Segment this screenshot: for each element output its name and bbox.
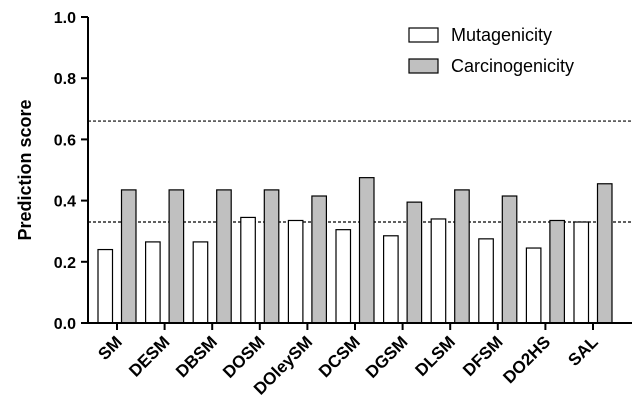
legend-swatch <box>408 58 439 74</box>
mutagenicity-bar-dbsm <box>192 241 209 324</box>
x-tick-label: DBSM <box>172 332 221 381</box>
mutagenicity-bar-dosm <box>240 216 256 324</box>
mutagenicity-bar-dfsm <box>478 238 494 324</box>
mutagenicity-bar-doleysm <box>287 219 304 324</box>
x-tick-label: SAL <box>564 332 601 369</box>
mutagenicity-bar-dcsm <box>335 229 352 324</box>
legend-label: Mutagenicity <box>451 25 552 45</box>
legend-swatch <box>408 27 439 43</box>
carcinogenicity-bar-sm <box>120 189 137 324</box>
x-tick-label: DLSM <box>412 332 459 379</box>
y-axis-ticks: 0.0 0.2 0.4 0.6 0.8 1.0 <box>54 10 88 333</box>
y-tick-label: 0.6 <box>54 132 76 149</box>
y-tick-label: 0.4 <box>54 194 76 211</box>
mutagenicity-bar-dgsm <box>383 235 399 324</box>
mutagenicity-bar-sal <box>573 221 590 324</box>
y-tick-label: 1.0 <box>54 10 76 27</box>
carcinogenicity-bar-sal <box>596 183 613 324</box>
legend: Mutagenicity Carcinogenicity <box>408 25 574 76</box>
carcinogenicity-bar-dgsm <box>406 201 423 324</box>
mutagenicity-bar-dlsm <box>430 218 447 324</box>
carcinogenicity-bar-doleysm <box>311 195 327 324</box>
mutagenicity-bar-sm <box>97 248 114 324</box>
carcinogenicity-bar-dosm <box>263 189 280 324</box>
y-tick-label: 0.0 <box>54 316 76 333</box>
carcinogenicity-bar-dcsm <box>358 177 375 324</box>
y-tick-label: 0.8 <box>54 71 76 88</box>
x-tick-label: SM <box>94 332 125 363</box>
y-axis-title: Prediction score <box>15 99 35 240</box>
carcinogenicity-bar-dbsm <box>216 189 232 324</box>
carcinogenicity-bar-dfsm <box>501 195 518 324</box>
carcinogenicity-bar-desm <box>168 189 185 324</box>
x-tick-label: DO2HS <box>499 332 554 387</box>
x-tick-label: DGSM <box>362 332 411 381</box>
bars-group <box>97 177 613 324</box>
axes <box>87 17 632 324</box>
x-tick-label: DESM <box>125 332 173 380</box>
carcinogenicity-bar-dlsm <box>454 189 470 324</box>
x-tick-label: DCSM <box>315 332 364 381</box>
mutagenicity-bar-do2hs <box>525 247 542 324</box>
carcinogenicity-bar-do2hs <box>549 219 566 324</box>
mutagenicity-bar-desm <box>145 241 161 324</box>
y-tick-label: 0.2 <box>54 255 76 272</box>
legend-label: Carcinogenicity <box>451 56 574 76</box>
